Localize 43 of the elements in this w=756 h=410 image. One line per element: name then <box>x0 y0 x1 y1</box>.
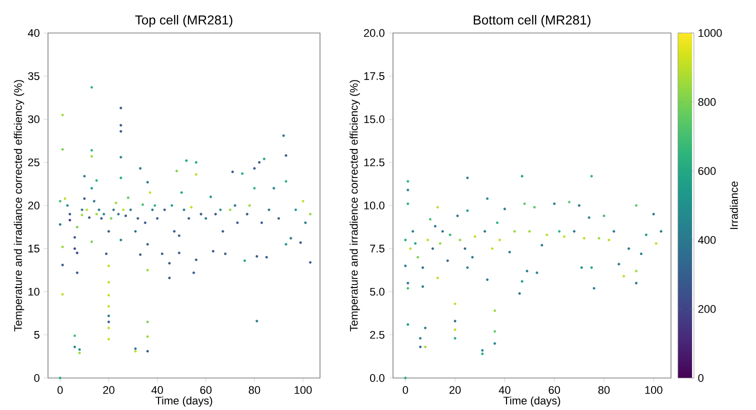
y-tick-label: 2.5 <box>370 330 384 339</box>
x-tick-label: 40 <box>498 386 510 394</box>
y-tick-label: 10.0 <box>364 201 384 210</box>
y-tick-label: 5 <box>34 330 40 339</box>
color-bar-title: Irradiance <box>730 181 738 229</box>
x-tick-label: 60 <box>200 386 212 394</box>
x-tick-label: 20 <box>103 386 114 394</box>
x-tick-label: 0 <box>58 386 63 394</box>
y-tick-label: 10 <box>28 288 40 296</box>
x-tick-label: 40 <box>151 386 163 394</box>
color-bar-label: 400 <box>698 236 716 244</box>
y-tick-label: 30 <box>28 115 40 123</box>
y-tick-label: 17.5 <box>364 72 384 80</box>
color-bar-label: 0 <box>698 374 704 382</box>
color-bar-label: 800 <box>698 98 716 106</box>
y-tick-label: 40 <box>28 28 40 37</box>
y-tick-label: 0 <box>34 374 40 382</box>
x-tick-label: 100 <box>645 386 662 394</box>
y-axis-title: Temperature and irradiance corrected efficiency (%) <box>14 80 24 332</box>
y-tick-label: 20.0 <box>364 28 384 37</box>
x-tick-label: 0 <box>402 386 408 394</box>
x-tick-label: 60 <box>548 386 560 394</box>
color-bar-label: 200 <box>698 304 716 313</box>
y-tick-label: 15 <box>28 244 40 252</box>
chart-title: Top cell (MR281) <box>135 14 232 27</box>
x-tick-label: 80 <box>248 386 260 394</box>
y-tick-label: 0.0 <box>370 374 384 382</box>
x-axis-title: Time (days) <box>155 396 212 407</box>
chart-title: Bottom cell (MR281) <box>474 14 590 27</box>
color-bar-label: 1000 <box>698 28 722 37</box>
y-tick-label: 20 <box>28 201 40 210</box>
y-tick-label: 25 <box>28 158 40 166</box>
y-tick-label: 35 <box>28 72 40 80</box>
y-tick-label: 12.5 <box>364 158 384 166</box>
x-tick-label: 100 <box>294 386 312 394</box>
y-tick-label: 15.0 <box>364 115 384 123</box>
y-tick-label: 5.0 <box>370 288 384 296</box>
x-tick-label: 80 <box>598 386 610 394</box>
y-tick-label: 7.5 <box>370 244 384 252</box>
x-axis-title: Time (days) <box>503 396 560 407</box>
x-tick-label: 20 <box>449 386 461 394</box>
y-axis-title: Temperature and irradience corrected efficiency (%) <box>350 80 360 332</box>
color-bar-label: 600 <box>698 166 716 175</box>
